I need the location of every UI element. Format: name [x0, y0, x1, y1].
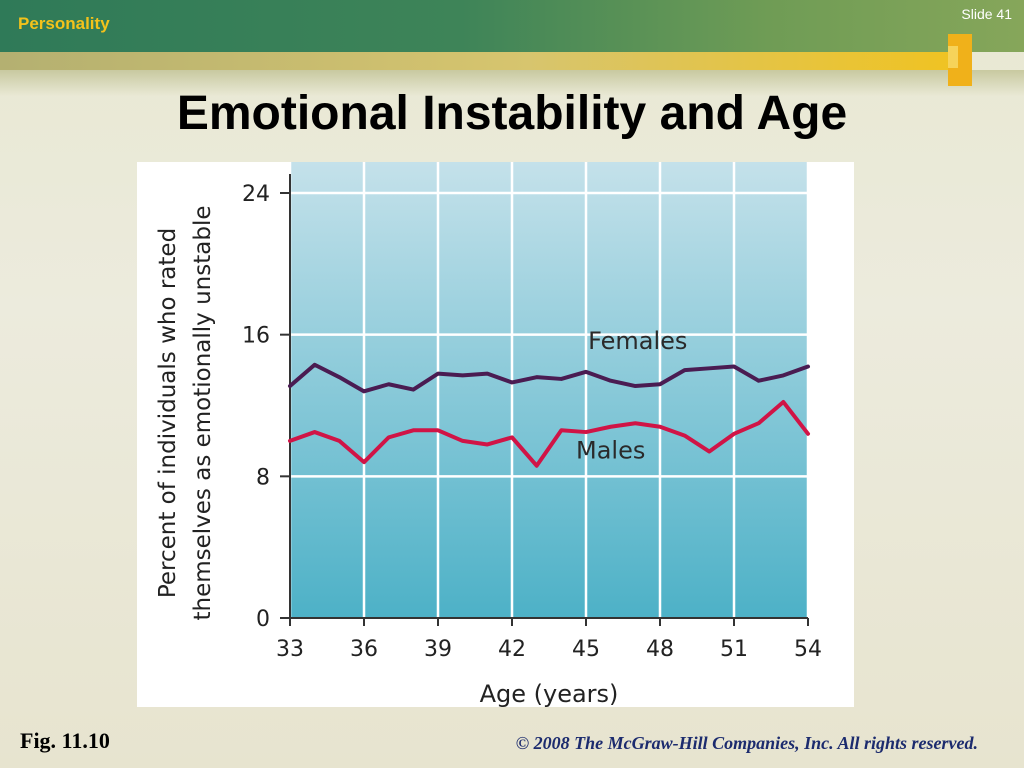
y-tick-label: 16: [242, 324, 270, 349]
x-tick-label: 48: [646, 637, 674, 662]
plot-area: [290, 162, 808, 618]
x-axis-label: Age (years): [480, 680, 619, 707]
header-shadow: [0, 70, 1024, 96]
series-line-females: [288, 362, 810, 394]
line-chart: 0 8 16 24 33 36 39 42 45 48 51 54 Females Males Perce…: [155, 162, 822, 707]
x-tick-label: 39: [424, 637, 452, 662]
y-tick-label: 0: [256, 607, 270, 632]
header-bar: [0, 0, 1024, 52]
corner-accent-highlight: [948, 46, 958, 68]
header-accent-strip: [0, 52, 960, 70]
x-tick-label: 45: [572, 637, 600, 662]
x-tick-label: 42: [498, 637, 526, 662]
y-axis-label-line1: Percent of individuals who rated: [155, 228, 181, 598]
section-label: Personality: [18, 14, 110, 33]
x-tick-label: 51: [720, 637, 748, 662]
x-tick-label: 54: [794, 637, 822, 662]
series-label-males: Males: [576, 437, 645, 465]
copyright-notice: © 2008 The McGraw-Hill Companies, Inc. A…: [515, 733, 978, 753]
series-line-males: [288, 399, 810, 468]
series-label-females: Females: [588, 327, 687, 355]
slide-number: Slide 41: [961, 6, 1012, 22]
slide-title: Emotional Instability and Age: [176, 87, 848, 140]
chart-figure: 0 8 16 24 33 36 39 42 45 48 51 54 Females Males Perce…: [137, 162, 854, 707]
figure-caption: Fig. 11.10: [20, 728, 110, 753]
y-axis-label-line2: themselves as emotionally unstable: [190, 206, 216, 621]
y-tick-label: 8: [256, 465, 270, 490]
y-tick-label: 24: [242, 182, 270, 207]
x-tick-label: 33: [276, 637, 304, 662]
x-tick-label: 36: [350, 637, 378, 662]
